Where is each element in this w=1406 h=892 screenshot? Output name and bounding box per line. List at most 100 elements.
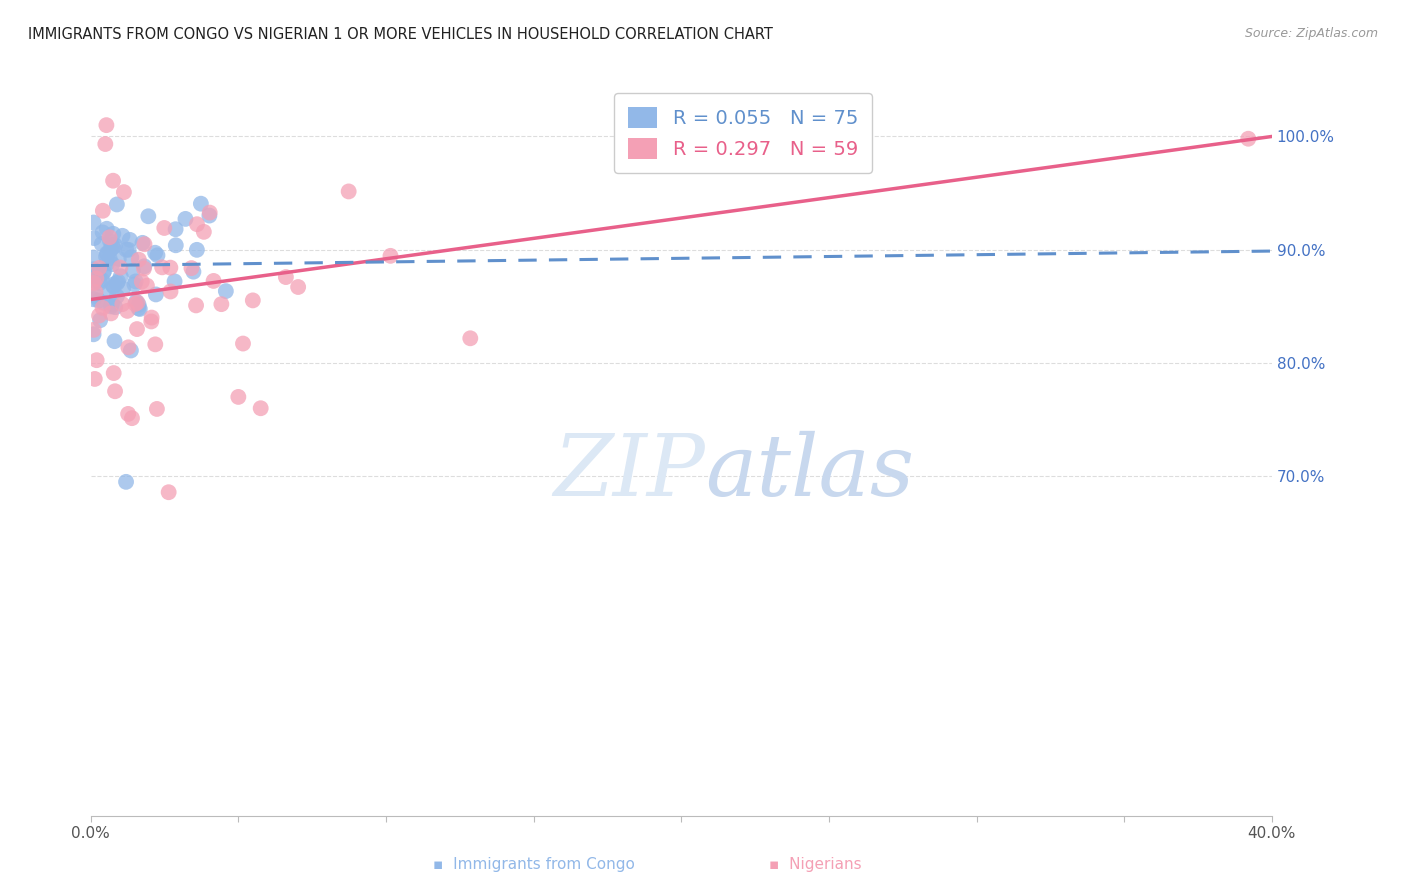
- Point: [120, 251, 142, 265]
- Point: [90, 237, 112, 252]
- Point: [128, 298, 150, 312]
- Point: [83, 372, 105, 386]
- Point: [165, 238, 187, 252]
- Point: [232, 336, 254, 351]
- Point: [101, 297, 124, 311]
- Point: [91, 273, 114, 287]
- Point: [103, 279, 125, 293]
- Point: [124, 274, 146, 288]
- Point: [124, 297, 146, 311]
- Point: [93, 265, 115, 279]
- Point: [104, 300, 127, 314]
- Point: [103, 334, 125, 348]
- Point: [249, 401, 271, 416]
- Point: [215, 284, 238, 298]
- Point: [96, 118, 118, 132]
- Point: [120, 343, 142, 358]
- Point: [89, 260, 111, 275]
- Point: [115, 475, 138, 489]
- Point: [105, 197, 128, 211]
- Point: [198, 209, 221, 223]
- Point: [128, 301, 150, 316]
- Point: [183, 265, 205, 279]
- Point: [198, 205, 221, 219]
- Point: [184, 298, 207, 312]
- Point: [141, 314, 163, 328]
- Text: atlas: atlas: [704, 431, 914, 514]
- Point: [242, 293, 264, 308]
- Point: [125, 294, 148, 309]
- Point: [127, 295, 149, 310]
- Point: [134, 260, 156, 274]
- Point: [228, 390, 250, 404]
- Point: [337, 185, 360, 199]
- Point: [128, 252, 150, 267]
- Point: [134, 237, 156, 252]
- Point: [1237, 132, 1260, 146]
- Point: [103, 227, 125, 241]
- Point: [97, 247, 120, 261]
- Point: [112, 185, 135, 199]
- Point: [96, 221, 118, 235]
- Point: [104, 384, 127, 399]
- Point: [132, 261, 155, 276]
- Text: ▪  Nigerians: ▪ Nigerians: [769, 857, 862, 872]
- Point: [458, 331, 481, 345]
- Point: [135, 278, 157, 293]
- Point: [180, 261, 202, 276]
- Text: Source: ZipAtlas.com: Source: ZipAtlas.com: [1244, 27, 1378, 40]
- Point: [104, 238, 127, 252]
- Point: [117, 407, 139, 421]
- Point: [93, 265, 115, 279]
- Point: [202, 274, 225, 288]
- Point: [84, 275, 107, 289]
- Point: [96, 256, 118, 270]
- Point: [105, 289, 128, 303]
- Point: [124, 277, 146, 292]
- Point: [117, 340, 139, 354]
- Point: [159, 260, 181, 275]
- Point: [83, 327, 105, 342]
- Point: [89, 276, 111, 290]
- Point: [115, 243, 138, 257]
- Point: [150, 260, 173, 275]
- Point: [141, 310, 163, 325]
- Point: [98, 252, 121, 266]
- Point: [131, 235, 153, 250]
- Point: [121, 411, 143, 425]
- Point: [136, 209, 159, 223]
- Point: [83, 323, 105, 337]
- Point: [101, 277, 124, 292]
- Point: [287, 280, 309, 294]
- Point: [91, 226, 114, 240]
- Point: [755, 118, 778, 132]
- Point: [93, 295, 115, 310]
- Point: [380, 249, 402, 263]
- Point: [111, 228, 134, 243]
- Point: [83, 251, 105, 265]
- Point: [131, 275, 153, 289]
- Text: IMMIGRANTS FROM CONGO VS NIGERIAN 1 OR MORE VEHICLES IN HOUSEHOLD CORRELATION CH: IMMIGRANTS FROM CONGO VS NIGERIAN 1 OR M…: [28, 27, 773, 42]
- Point: [84, 285, 107, 299]
- Point: [86, 267, 108, 281]
- Point: [186, 243, 208, 257]
- Point: [186, 217, 208, 231]
- Point: [83, 215, 105, 229]
- Point: [121, 264, 143, 278]
- Point: [98, 235, 121, 249]
- Point: [146, 401, 169, 416]
- Point: [146, 248, 169, 262]
- Point: [87, 309, 110, 323]
- Point: [193, 225, 215, 239]
- Point: [128, 301, 150, 316]
- Point: [98, 243, 121, 257]
- Point: [94, 136, 117, 151]
- Point: [110, 260, 132, 275]
- Point: [87, 293, 110, 308]
- Point: [190, 196, 212, 211]
- Point: [143, 245, 166, 260]
- Point: [98, 230, 121, 244]
- Point: [83, 231, 105, 245]
- Point: [86, 271, 108, 285]
- Point: [103, 366, 125, 380]
